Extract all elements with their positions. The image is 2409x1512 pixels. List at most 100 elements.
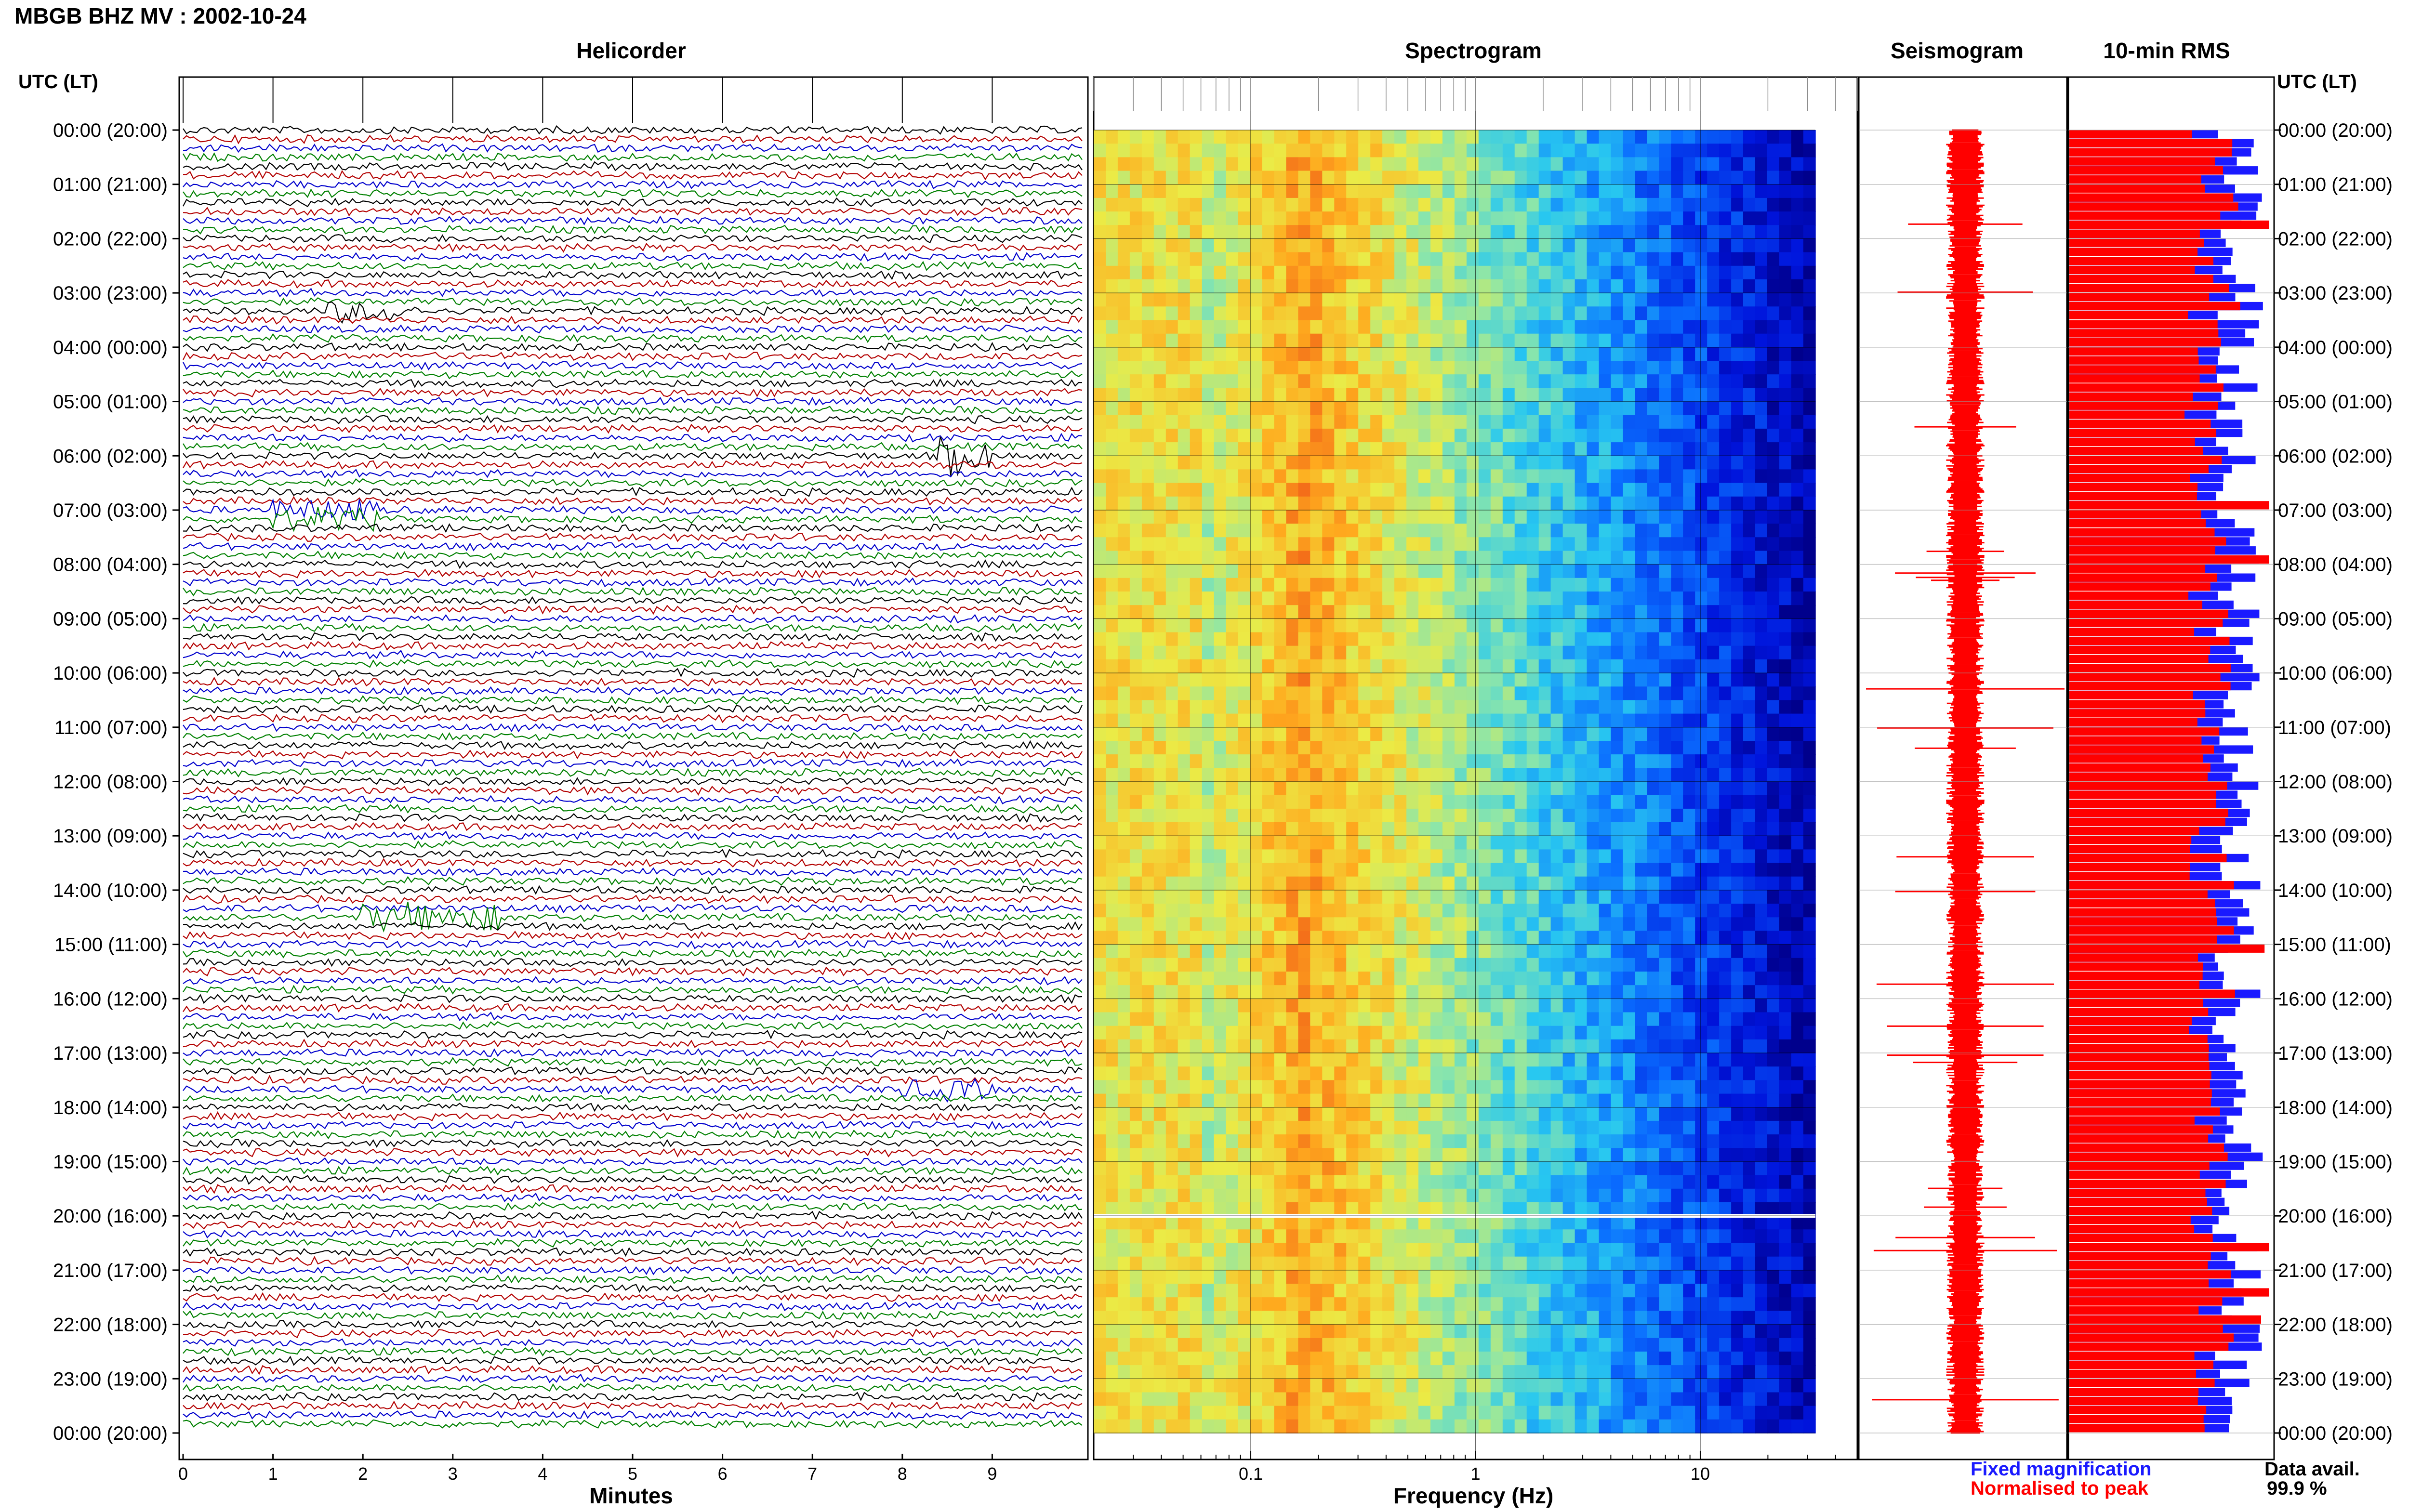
spectrogram-cell [1635, 456, 1648, 470]
spectrogram-cell [1117, 184, 1130, 198]
spectrogram-cell [1298, 958, 1311, 972]
spectrogram-cell [1731, 849, 1744, 864]
spectrogram-cell [1178, 1148, 1191, 1162]
spectrogram-cell [1623, 306, 1636, 321]
spectrogram-cell [1623, 1134, 1636, 1149]
spectrogram-cell [1178, 442, 1191, 457]
spectrogram-cell [1514, 849, 1527, 864]
spectrogram-cell [1370, 564, 1383, 579]
helicorder-traces [183, 125, 1083, 1429]
spectrogram-cell [1358, 836, 1371, 850]
spectrogram-cell [1346, 754, 1359, 769]
spectrogram-cell [1466, 551, 1479, 565]
spectrogram-cell [1731, 632, 1744, 646]
spectrogram-cell [1250, 496, 1263, 511]
spectrogram-cell [1623, 863, 1636, 877]
spectrogram-cell [1310, 1053, 1323, 1067]
spectrogram-cell [1394, 713, 1407, 728]
spectrogram-cell [1141, 904, 1154, 918]
spectrogram-cell [1394, 279, 1407, 293]
spectrogram-cell [1478, 632, 1491, 646]
spectrogram-cell [1346, 808, 1359, 823]
spectrogram-cell [1575, 401, 1588, 416]
spectrogram-cell [1394, 917, 1407, 932]
spectrogram-cell [1286, 931, 1299, 945]
spectrogram-cell [1671, 564, 1684, 579]
spectrogram-cell [1550, 428, 1563, 443]
spectrogram-cell [1731, 781, 1744, 796]
spectrogram-cell [1538, 781, 1551, 796]
spectrogram-cell [1719, 1161, 1732, 1176]
spectrogram-cell [1755, 1107, 1768, 1121]
spectrogram-cell [1358, 1120, 1371, 1135]
spectrogram-cell [1490, 537, 1503, 552]
spectrogram-cell [1562, 456, 1575, 470]
spectrogram-cell [1707, 361, 1720, 375]
spectrogram-cell [1129, 863, 1142, 877]
spectrogram-cell [1575, 564, 1588, 579]
spectrogram-cell [1202, 510, 1215, 524]
spectrogram-cell [1599, 795, 1612, 809]
spectrogram-cell [1202, 904, 1215, 918]
spectrogram-cell [1358, 428, 1371, 443]
spectrogram-cell [1707, 130, 1720, 144]
spectrogram-cell [1117, 605, 1130, 619]
spectrogram-cell [1683, 265, 1695, 280]
spectrogram-cell [1623, 456, 1636, 470]
spectrogram-cell [1106, 1175, 1118, 1189]
spectrogram-cell [1430, 849, 1443, 864]
spectrogram-cell [1262, 1053, 1275, 1067]
spectrogram-cell [1803, 673, 1816, 687]
helicorder-trace [183, 170, 1083, 181]
spectrogram-cell [1394, 795, 1407, 809]
spectrogram-cell [1635, 564, 1648, 579]
spectrogram-cell [1310, 904, 1323, 918]
helicorder-trace [183, 795, 1083, 805]
spectrogram-cell [1394, 1161, 1407, 1176]
spectrogram-cell [1562, 144, 1575, 158]
spectrogram-cell [1538, 985, 1551, 999]
spectrogram-cell [1190, 483, 1203, 497]
spectrogram-cell [1274, 388, 1287, 402]
spectrogram-cell [1178, 428, 1191, 443]
spectrogram-cell [1250, 578, 1263, 592]
data-avail-value: 99.9 % [2267, 1478, 2327, 1499]
spectrogram-cell [1346, 252, 1359, 266]
spectrogram-cell [1141, 999, 1154, 1013]
spectrogram-cell [1274, 904, 1287, 918]
spectrogram-cell [1454, 713, 1467, 728]
spectrogram-cell [1659, 1053, 1672, 1067]
spectrogram-cell [1106, 836, 1118, 850]
spectrogram-cell [1418, 592, 1431, 605]
spectrogram-cell [1767, 1188, 1780, 1203]
spectrogram-cell [1550, 130, 1563, 144]
spectrogram-cell [1502, 361, 1515, 375]
spectrogram-cell [1106, 279, 1118, 293]
spectrogram-cell [1394, 130, 1407, 144]
spectrogram-cell [1430, 333, 1443, 348]
spectrogram-cell [1346, 1175, 1359, 1189]
spectrogram-cell [1214, 632, 1227, 646]
spectrogram-cell [1202, 849, 1215, 864]
spectrogram-cell [1382, 483, 1395, 497]
spectrogram-cell [1310, 849, 1323, 864]
spectrogram-cell [1779, 551, 1792, 565]
spectrogram-cell [1418, 890, 1431, 904]
spectrogram-cell [1587, 632, 1600, 646]
spectrogram-cell [1129, 171, 1142, 185]
spectrogram-cell [1707, 754, 1720, 769]
spectrogram-cell [1106, 510, 1118, 524]
spectrogram-cell [1623, 632, 1636, 646]
spectrogram-cell [1502, 510, 1515, 524]
spectrogram-cell [1478, 904, 1491, 918]
spectrogram-cell [1466, 1026, 1479, 1040]
spectrogram-cell [1250, 333, 1263, 348]
spectrogram-cell [1587, 1026, 1600, 1040]
spectrogram-cell [1538, 999, 1551, 1013]
spectrogram-cell [1514, 822, 1527, 836]
spectrogram-cell [1153, 456, 1166, 470]
spectrogram-cell [1129, 157, 1142, 171]
spectrogram-cell [1683, 496, 1695, 511]
spectrogram-cell [1743, 795, 1756, 809]
spectrogram-cell [1611, 632, 1624, 646]
